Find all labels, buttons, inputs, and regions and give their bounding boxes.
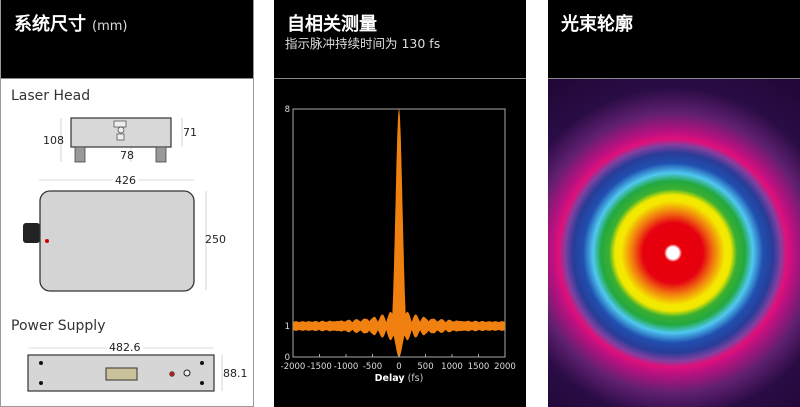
beam-profile-panel: 光束轮廓 xyxy=(548,0,800,407)
y-tick-label: 0 xyxy=(285,353,290,363)
y-tick-label: 1 xyxy=(285,322,290,332)
laser-head-top-view xyxy=(23,190,195,292)
autocorrelation-subtitle: 指示脉冲持续时间为 130 fs xyxy=(285,36,441,51)
x-tick-label: 2000 xyxy=(494,362,516,372)
x-tick-label: -1500 xyxy=(307,362,332,372)
title-text: 系统尺寸 xyxy=(14,14,86,35)
laser-head-side-view xyxy=(70,117,172,163)
power-supply-label: Power Supply xyxy=(11,318,106,334)
x-axis-label-bold: Delay xyxy=(375,373,406,384)
dimensions-header: 系统尺寸 (mm) xyxy=(1,0,253,79)
beam-profile-image xyxy=(548,79,800,407)
autocorrelation-panel: 自相关测量 指示脉冲持续时间为 130 fs -2000 -1500 -1000 -5… xyxy=(274,0,526,407)
dim-depth: 250 xyxy=(205,233,226,246)
autocorrelation-title: 自相关测量 xyxy=(287,14,377,35)
x-tick-label: -2000 xyxy=(281,362,306,372)
x-axis-unit: (fs) xyxy=(405,373,424,384)
x-tick-label: 0 xyxy=(396,362,401,372)
x-tick-label: 500 xyxy=(417,362,433,372)
autocorrelation-trace xyxy=(293,109,505,357)
autocorrelation-chart: -2000 -1500 -1000 -500 0 500 1000 1500 2000 0 1 8 De… xyxy=(281,105,516,384)
x-tick-label: 1500 xyxy=(468,362,490,372)
x-tick-label: -500 xyxy=(363,362,382,372)
x-tick-label: 1000 xyxy=(441,362,463,372)
dim-body-height: 71 xyxy=(183,126,197,139)
x-axis-label: Delay (fs) xyxy=(375,373,424,384)
dimension-drawings xyxy=(23,117,223,392)
power-supply-front xyxy=(27,354,215,392)
dimensions-title: 系统尺寸 (mm) xyxy=(14,10,127,36)
dim-ps-width: 482.6 xyxy=(107,341,143,354)
unit-label: (mm) xyxy=(92,19,128,34)
dimensions-panel: 系统尺寸 (mm) Laser Head 108 71 78 426 250 Po… xyxy=(0,0,254,407)
laser-head-label: Laser Head xyxy=(11,88,91,104)
dim-width: 426 xyxy=(113,174,138,187)
beam-profile-header: 光束轮廓 xyxy=(548,0,800,79)
beam-profile-title: 光束轮廓 xyxy=(561,14,633,35)
dim-height-total: 108 xyxy=(43,134,64,147)
dim-ps-height: 88.1 xyxy=(223,367,248,380)
autocorrelation-header: 自相关测量 指示脉冲持续时间为 130 fs xyxy=(274,0,526,79)
y-tick-label: 8 xyxy=(285,105,290,115)
dim-leg-offset: 78 xyxy=(120,149,134,162)
x-tick-label: -1000 xyxy=(334,362,359,372)
